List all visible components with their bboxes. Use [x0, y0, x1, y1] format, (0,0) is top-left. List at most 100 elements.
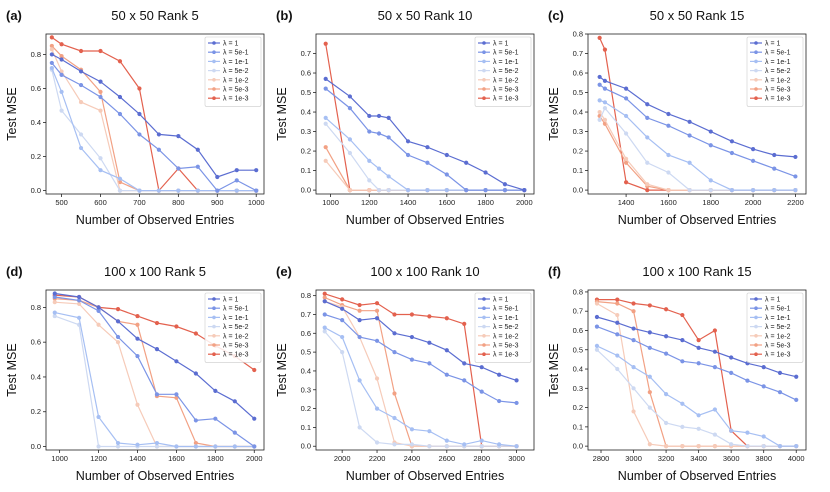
legend-marker — [212, 306, 216, 311]
legend-label: λ = 5e-2 — [493, 324, 519, 331]
y-tick-label: 0.1 — [301, 423, 311, 432]
data-point — [137, 132, 142, 137]
data-point — [772, 166, 777, 171]
y-tick-label: 0.0 — [31, 186, 41, 195]
legend-label: λ = 5e-3 — [493, 343, 519, 350]
data-point — [594, 343, 600, 349]
legend-label: λ = 1e-2 — [765, 77, 791, 84]
y-tick-label: 0.7 — [573, 307, 583, 316]
y-tick-label: 0.4 — [31, 118, 41, 127]
x-axis-label: Number of Observed Entries — [346, 213, 504, 227]
data-point — [750, 158, 756, 163]
data-point — [777, 390, 783, 395]
data-point — [195, 188, 200, 193]
data-point — [49, 47, 54, 52]
data-point — [696, 413, 701, 418]
data-point — [793, 187, 798, 193]
plot-frame — [587, 289, 807, 451]
data-point — [647, 390, 652, 395]
legend-marker — [754, 324, 758, 329]
y-tick-label: 0.3 — [301, 385, 311, 394]
data-point — [215, 174, 220, 180]
y-tick-label: 0.3 — [573, 127, 583, 136]
legend-label: λ = 1e-2 — [493, 333, 519, 340]
data-point — [78, 99, 84, 105]
data-point — [409, 312, 415, 317]
legend-label: λ = 1e-2 — [765, 333, 791, 340]
data-point — [357, 302, 362, 308]
data-point — [645, 187, 650, 193]
data-point — [76, 315, 82, 320]
legend-label: λ = 5e-2 — [223, 324, 249, 331]
y-tick-label: 0.1 — [301, 166, 311, 175]
data-point — [602, 78, 608, 83]
data-point — [631, 409, 636, 414]
y-tick-label: 0.7 — [573, 49, 583, 58]
series-line-3 — [51, 67, 257, 192]
data-point — [615, 301, 620, 306]
x-tick-label: 3600 — [723, 454, 740, 463]
legend-label: λ = 1e-3 — [223, 96, 249, 103]
data-point — [234, 188, 239, 193]
data-point — [615, 312, 620, 318]
data-point — [252, 367, 257, 373]
data-point — [392, 442, 397, 447]
data-point — [615, 332, 620, 337]
data-point — [357, 378, 362, 383]
data-point — [98, 89, 103, 94]
data-point — [322, 295, 327, 300]
data-point — [462, 321, 467, 326]
data-point — [392, 415, 397, 421]
legend-marker — [212, 50, 216, 54]
data-point — [174, 444, 179, 449]
data-point — [135, 442, 140, 447]
data-point — [117, 188, 123, 193]
data-point — [687, 160, 692, 165]
data-point — [615, 297, 620, 302]
data-point — [115, 444, 121, 449]
plot-frame — [315, 289, 535, 451]
data-point — [322, 329, 327, 334]
data-point — [405, 152, 411, 158]
data-point — [78, 48, 84, 54]
y-tick-label: 0.0 — [31, 442, 41, 451]
legend-label: λ = 1e-3 — [493, 352, 519, 359]
data-point — [193, 331, 198, 336]
legend-label: λ = 1e-1 — [223, 59, 249, 66]
data-point — [425, 187, 430, 193]
data-point — [117, 176, 123, 181]
legend-label: λ = 1e-1 — [223, 315, 249, 322]
data-point — [729, 187, 735, 193]
data-point — [254, 168, 259, 173]
data-point — [761, 444, 766, 449]
data-point — [708, 187, 713, 193]
series-line-1 — [325, 78, 525, 191]
data-point — [367, 113, 372, 119]
data-point — [623, 113, 629, 119]
data-point — [409, 334, 415, 340]
data-point — [696, 361, 701, 366]
series-line-2 — [325, 88, 525, 191]
x-tick-label: 2200 — [787, 198, 804, 207]
data-point — [76, 298, 82, 303]
y-tick-label: 0.5 — [301, 348, 311, 357]
data-point — [729, 355, 734, 360]
data-point — [156, 147, 161, 152]
data-point — [794, 397, 799, 402]
legend-marker — [212, 96, 216, 100]
data-point — [793, 154, 798, 160]
data-point — [232, 430, 237, 435]
data-point — [602, 106, 608, 111]
data-point — [347, 150, 353, 156]
data-point — [376, 187, 382, 193]
plot-frame — [315, 33, 535, 195]
chart-title: 50 x 50 Rank 15 — [650, 8, 745, 23]
data-point — [156, 188, 161, 193]
data-point — [96, 305, 101, 310]
data-point — [666, 123, 671, 128]
data-point — [729, 370, 734, 375]
data-point — [663, 391, 669, 397]
data-point — [340, 334, 345, 340]
data-point — [340, 350, 345, 355]
x-tick-label: 4000 — [788, 454, 805, 463]
